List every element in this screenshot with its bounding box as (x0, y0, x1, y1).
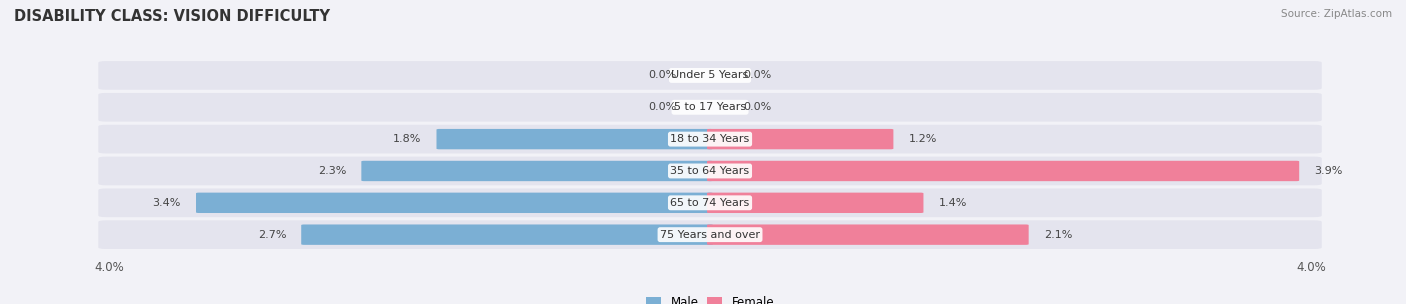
Text: Under 5 Years: Under 5 Years (672, 71, 748, 81)
Text: 1.2%: 1.2% (908, 134, 936, 144)
FancyBboxPatch shape (98, 61, 1322, 90)
Text: Source: ZipAtlas.com: Source: ZipAtlas.com (1281, 9, 1392, 19)
FancyBboxPatch shape (707, 161, 1299, 181)
FancyBboxPatch shape (98, 157, 1322, 185)
Text: 65 to 74 Years: 65 to 74 Years (671, 198, 749, 208)
Text: 0.0%: 0.0% (744, 71, 772, 81)
Text: 2.1%: 2.1% (1043, 230, 1071, 240)
FancyBboxPatch shape (707, 193, 924, 213)
FancyBboxPatch shape (98, 93, 1322, 122)
FancyBboxPatch shape (707, 224, 1029, 245)
FancyBboxPatch shape (98, 220, 1322, 249)
Text: 3.4%: 3.4% (153, 198, 181, 208)
Text: 3.9%: 3.9% (1315, 166, 1343, 176)
FancyBboxPatch shape (707, 129, 893, 149)
Text: 18 to 34 Years: 18 to 34 Years (671, 134, 749, 144)
Legend: Male, Female: Male, Female (641, 291, 779, 304)
Text: 2.3%: 2.3% (318, 166, 346, 176)
Text: 35 to 64 Years: 35 to 64 Years (671, 166, 749, 176)
Text: DISABILITY CLASS: VISION DIFFICULTY: DISABILITY CLASS: VISION DIFFICULTY (14, 9, 330, 24)
FancyBboxPatch shape (195, 193, 713, 213)
Text: 0.0%: 0.0% (648, 71, 676, 81)
FancyBboxPatch shape (436, 129, 713, 149)
Text: 0.0%: 0.0% (648, 102, 676, 112)
FancyBboxPatch shape (361, 161, 713, 181)
Text: 75 Years and over: 75 Years and over (659, 230, 761, 240)
Text: 1.8%: 1.8% (394, 134, 422, 144)
Text: 0.0%: 0.0% (744, 102, 772, 112)
FancyBboxPatch shape (301, 224, 713, 245)
Text: 1.4%: 1.4% (938, 198, 967, 208)
FancyBboxPatch shape (98, 125, 1322, 154)
Text: 5 to 17 Years: 5 to 17 Years (673, 102, 747, 112)
FancyBboxPatch shape (98, 188, 1322, 217)
Text: 2.7%: 2.7% (257, 230, 287, 240)
